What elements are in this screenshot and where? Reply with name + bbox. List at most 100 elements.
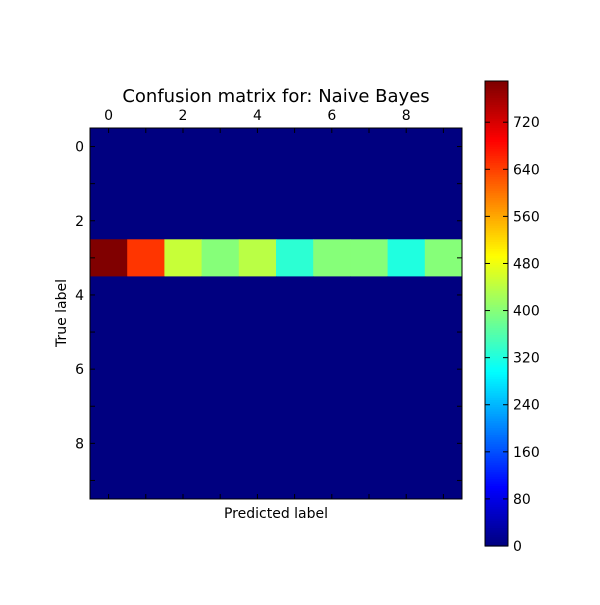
colorbar-band	[485, 466, 508, 470]
colorbar-band	[485, 104, 508, 108]
heatmap-cell	[424, 424, 463, 463]
heatmap-cell	[313, 202, 351, 240]
colorbar-band	[485, 532, 508, 535]
colorbar-band	[485, 227, 508, 231]
colorbar-band	[485, 269, 508, 273]
colorbar-band	[485, 273, 508, 277]
colorbar-band	[485, 262, 508, 266]
heatmap-cell	[350, 165, 389, 203]
heatmap-cell	[387, 128, 426, 166]
colorbar-band	[485, 280, 508, 284]
heatmap-cell	[238, 461, 277, 500]
colorbar-band	[485, 134, 508, 138]
colorbar-band	[485, 190, 508, 194]
colorbar-band	[485, 180, 508, 184]
colorbar-band	[485, 222, 508, 226]
colorbar-band	[485, 115, 508, 119]
colorbar-band	[485, 501, 508, 505]
colorbar-band	[485, 457, 508, 461]
heatmap-cell	[313, 239, 351, 277]
colorbar-tick-label: 80	[513, 492, 531, 508]
heatmap-cell	[387, 202, 426, 240]
colorbar-band	[485, 325, 508, 329]
heatmap-cell	[387, 350, 426, 389]
heatmap-cell	[238, 202, 277, 240]
colorbar-band	[485, 271, 508, 275]
heatmap-cell	[238, 424, 277, 463]
colorbar-band	[485, 194, 508, 198]
heatmap-cell	[238, 313, 277, 352]
colorbar-band	[485, 106, 508, 110]
colorbar-band	[485, 432, 508, 435]
heatmap-cell	[164, 165, 203, 203]
heatmap-cell	[313, 461, 351, 500]
colorbar-band	[485, 522, 508, 526]
colorbar-band	[485, 520, 508, 524]
colorbar-band	[485, 297, 508, 301]
heatmap-cell	[313, 276, 351, 314]
heatmap-cell	[127, 387, 165, 426]
colorbar-band	[485, 327, 508, 331]
colorbar-ticks: 0 80 160 240 320 400 480 560 640 720	[485, 115, 540, 555]
heatmap-cell	[313, 128, 351, 166]
colorbar-band	[485, 287, 508, 291]
heatmap-cell	[201, 276, 240, 314]
colorbar-band	[485, 218, 508, 222]
heatmap-cell	[238, 350, 277, 389]
heatmap-cell	[201, 424, 240, 463]
colorbar-band	[485, 85, 508, 89]
colorbar-band	[485, 436, 508, 440]
colorbar-band	[485, 399, 508, 403]
colorbar-tick-label: 720	[513, 115, 540, 131]
colorbar-band	[485, 429, 508, 433]
colorbar-band	[485, 446, 508, 449]
colorbar-band	[485, 241, 508, 245]
heatmap-cell	[350, 350, 389, 389]
heatmap-cell	[238, 387, 277, 426]
heatmap-cell	[313, 350, 351, 389]
heatmap-cell	[424, 202, 463, 240]
colorbar-band	[485, 418, 508, 422]
heatmap-cell	[276, 387, 314, 426]
colorbar-band	[485, 285, 508, 289]
colorbar-band	[485, 304, 508, 308]
colorbar-band	[485, 543, 508, 547]
y-axis-ticks: 0 2 4 6 8	[75, 140, 462, 481]
x-axis-label: Predicted label	[224, 506, 328, 522]
colorbar-band	[485, 511, 508, 515]
heatmap-cell	[164, 239, 203, 277]
heatmap-cell	[424, 461, 463, 500]
colorbar-band	[485, 487, 508, 491]
colorbar-band	[485, 132, 508, 136]
heatmap-cell	[201, 128, 240, 166]
heatmap-cell	[387, 461, 426, 500]
colorbar-band	[485, 301, 508, 305]
colorbar-band	[485, 313, 508, 317]
y-tick-label: 0	[75, 140, 84, 156]
colorbar-band	[485, 408, 508, 412]
heatmap-cell	[164, 128, 203, 166]
heatmap-cell	[90, 350, 128, 389]
colorbar-band	[485, 236, 508, 240]
colorbar-band	[485, 178, 508, 182]
colorbar-band	[485, 234, 508, 238]
colorbar-band	[485, 420, 508, 424]
colorbar-tick-label: 160	[513, 445, 540, 461]
colorbar-band	[485, 441, 508, 445]
colorbar-band	[485, 355, 508, 359]
heatmap-cell	[276, 276, 314, 314]
heatmap-cell	[90, 313, 128, 352]
x-tick-label: 0	[104, 108, 113, 124]
colorbar-band	[485, 464, 508, 468]
heatmap-cells	[90, 128, 463, 500]
colorbar-band	[485, 348, 508, 352]
colorbar-band	[485, 255, 508, 259]
x-tick-label: 6	[327, 108, 336, 124]
colorbar-band	[485, 208, 508, 212]
heatmap-cell	[127, 239, 165, 277]
heatmap-cell	[276, 202, 314, 240]
colorbar-band	[485, 232, 508, 236]
colorbar-band	[485, 406, 508, 410]
heatmap-cell	[387, 165, 426, 203]
